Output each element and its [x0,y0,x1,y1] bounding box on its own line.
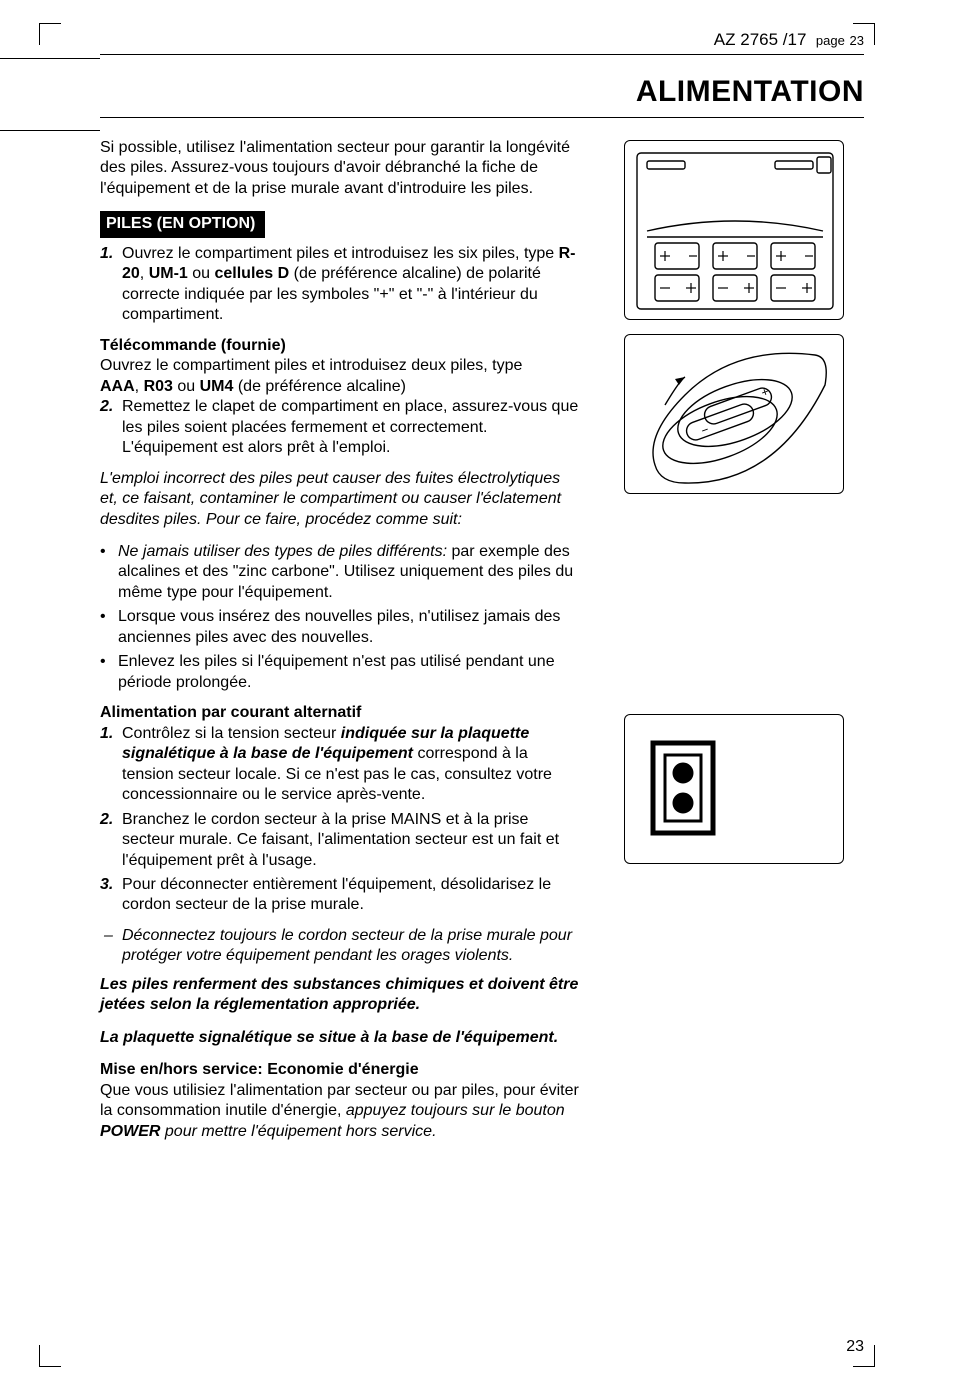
bullet3-text: Enlevez les piles si l'équipement n'est … [118,653,555,690]
ac-step-2: 2. Branchez le cordon secteur à la prise… [100,810,580,871]
bullet2-text: Lorsque vous insérez des nouvelles piles… [118,608,560,645]
crop-mark-bl [39,1345,61,1367]
remote-sep1: , [135,378,144,395]
crop-mark-tr [853,23,875,45]
ac-heading: Alimentation par courant alternatif [100,703,580,723]
step-1: 1. Ouvrez le compartiment piles et intro… [100,244,580,326]
ac-step-1: 1. Contrôlez si la tension secteur indiq… [100,724,580,806]
ac1-a: Contrôlez si la tension secteur [122,725,341,742]
bold-note-2: La plaquette signalétique se situe à la … [100,1028,580,1048]
model-number: AZ 2765 /17 [714,30,807,49]
remote-sep2: ou [173,378,200,395]
crop-mark-tl [39,23,61,45]
figure-column: + − [600,138,904,1142]
intro-paragraph: Si possible, utilisez l'alimentation sec… [100,138,580,199]
power-it: appuyez toujours sur le bouton [346,1102,565,1119]
remote-heading: Télécommande (fournie) [100,336,580,356]
bullet1-lead: Ne jamais utiliser des types de piles di… [118,543,447,560]
step1-sep2: ou [188,265,215,282]
step1-um1: UM-1 [149,265,188,282]
step1-cellulesd: cellules D [214,265,289,282]
power-end: pour mettre l'équipement hors service. [160,1123,436,1140]
power-bold: POWER [100,1123,160,1140]
remote-um4: UM4 [200,378,234,395]
ac3-text: Pour déconnecter entièrement l'équipemen… [122,876,551,913]
piles-heading: PILES (EN OPTION) [100,211,265,237]
step1-text-a: Ouvrez le compartiment piles et introdui… [122,245,559,262]
power-paragraph: Que vous utilisiez l'alimentation par se… [100,1081,580,1142]
remote-open: Ouvrez le compartiment piles et introdui… [100,357,522,374]
figure-type-plate-icon [624,714,844,864]
bullet-3: Enlevez les piles si l'équipement n'est … [100,652,580,693]
step-2: 2. Remettez le clapet de compartiment en… [100,397,580,458]
section-title: ALIMENTATION [100,75,864,118]
svg-text:−: − [699,422,710,438]
page-header: AZ 2765 /17 page 23 [100,30,864,55]
remote-end: (de préférence alcaline) [233,378,406,395]
ac-step-3: 3. Pour déconnecter entièrement l'équipe… [100,875,580,916]
bullet-1: Ne jamais utiliser des types de piles di… [100,542,580,603]
remote-r03: R03 [144,378,173,395]
power-heading: Mise en/hors service: Economie d'énergie [100,1060,580,1080]
header-rule-extension [0,58,100,59]
warning-paragraph: L'emploi incorrect des piles peut causer… [100,469,580,530]
ac-dash-note: Déconnectez toujours le cordon secteur d… [100,926,580,967]
figure-battery-compartment [624,140,844,320]
page-label: page [816,33,845,48]
step1-sep1: , [140,265,149,282]
bold-note-1: Les piles renferment des substances chim… [100,975,580,1016]
figure-remote-batteries: + − [624,334,844,494]
title-rule-extension [0,130,100,131]
ac2-text: Branchez le cordon secteur à la prise MA… [122,811,559,869]
remote-line: Ouvrez le compartiment piles et introdui… [100,356,580,397]
step2-text: Remettez le clapet de compartiment en pl… [122,398,578,456]
body-text-column: Si possible, utilisez l'alimentation sec… [100,138,580,1142]
page-number-bottom: 23 [846,1338,864,1356]
remote-aaa: AAA [100,378,135,395]
bullet-2: Lorsque vous insérez des nouvelles piles… [100,607,580,648]
